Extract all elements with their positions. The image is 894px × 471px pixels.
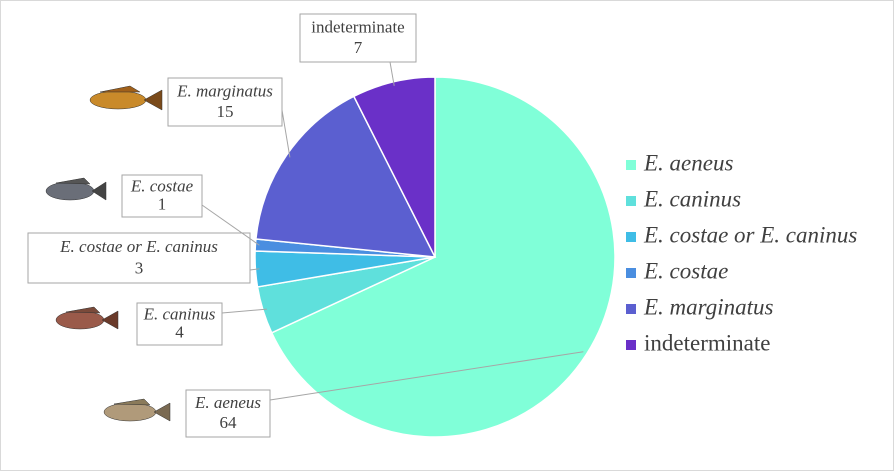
legend-label: E. costae or E. caninus [643,222,857,247]
legend-label: E. aeneus [643,150,733,175]
pie-slice [255,95,437,258]
data-label-name: E. aeneus [194,393,261,412]
data-label-name: E. marginatus [176,81,273,100]
legend-label: E. caninus [643,186,741,211]
leader-line [201,204,260,246]
data-label-name: E. costae [130,177,194,196]
callout-box [136,302,223,346]
leader-line [249,268,260,271]
legend-label: E. marginatus [643,294,774,319]
data-label-value: 3 [135,258,144,277]
data-label-value: 1 [158,195,167,214]
callout-box [121,174,203,218]
data-label-name: indeterminate [311,17,404,36]
callout-box [27,232,251,284]
pie-slice [270,76,616,438]
legend-swatch [626,160,636,170]
callout-box [167,77,283,127]
legend-label: indeterminate [644,330,770,355]
data-label-value: 64 [220,413,238,432]
legend-swatch [626,340,636,350]
legend-swatch [626,304,636,314]
data-label-value: 7 [354,38,363,57]
callout-box [299,13,417,63]
leader-line [221,308,267,314]
fish-marginatus [89,85,163,111]
fish-costae [45,177,107,201]
fish-caninus [55,306,119,330]
legend-swatch [626,196,636,206]
fish-icons [45,85,171,422]
leader-line [269,351,584,401]
callout-box [185,389,271,438]
leader-line [281,109,291,158]
legend-label: E. costae [643,258,728,283]
data-label-name: E. costae or E. caninus [59,237,218,256]
fish-aeneus [103,398,171,422]
data-label-value: 4 [175,323,184,342]
data-label-name: E. caninus [143,305,216,324]
data-label-value: 15 [217,102,234,121]
legend-swatch [626,232,636,242]
legend-swatch [626,268,636,278]
leader-line [389,61,395,86]
